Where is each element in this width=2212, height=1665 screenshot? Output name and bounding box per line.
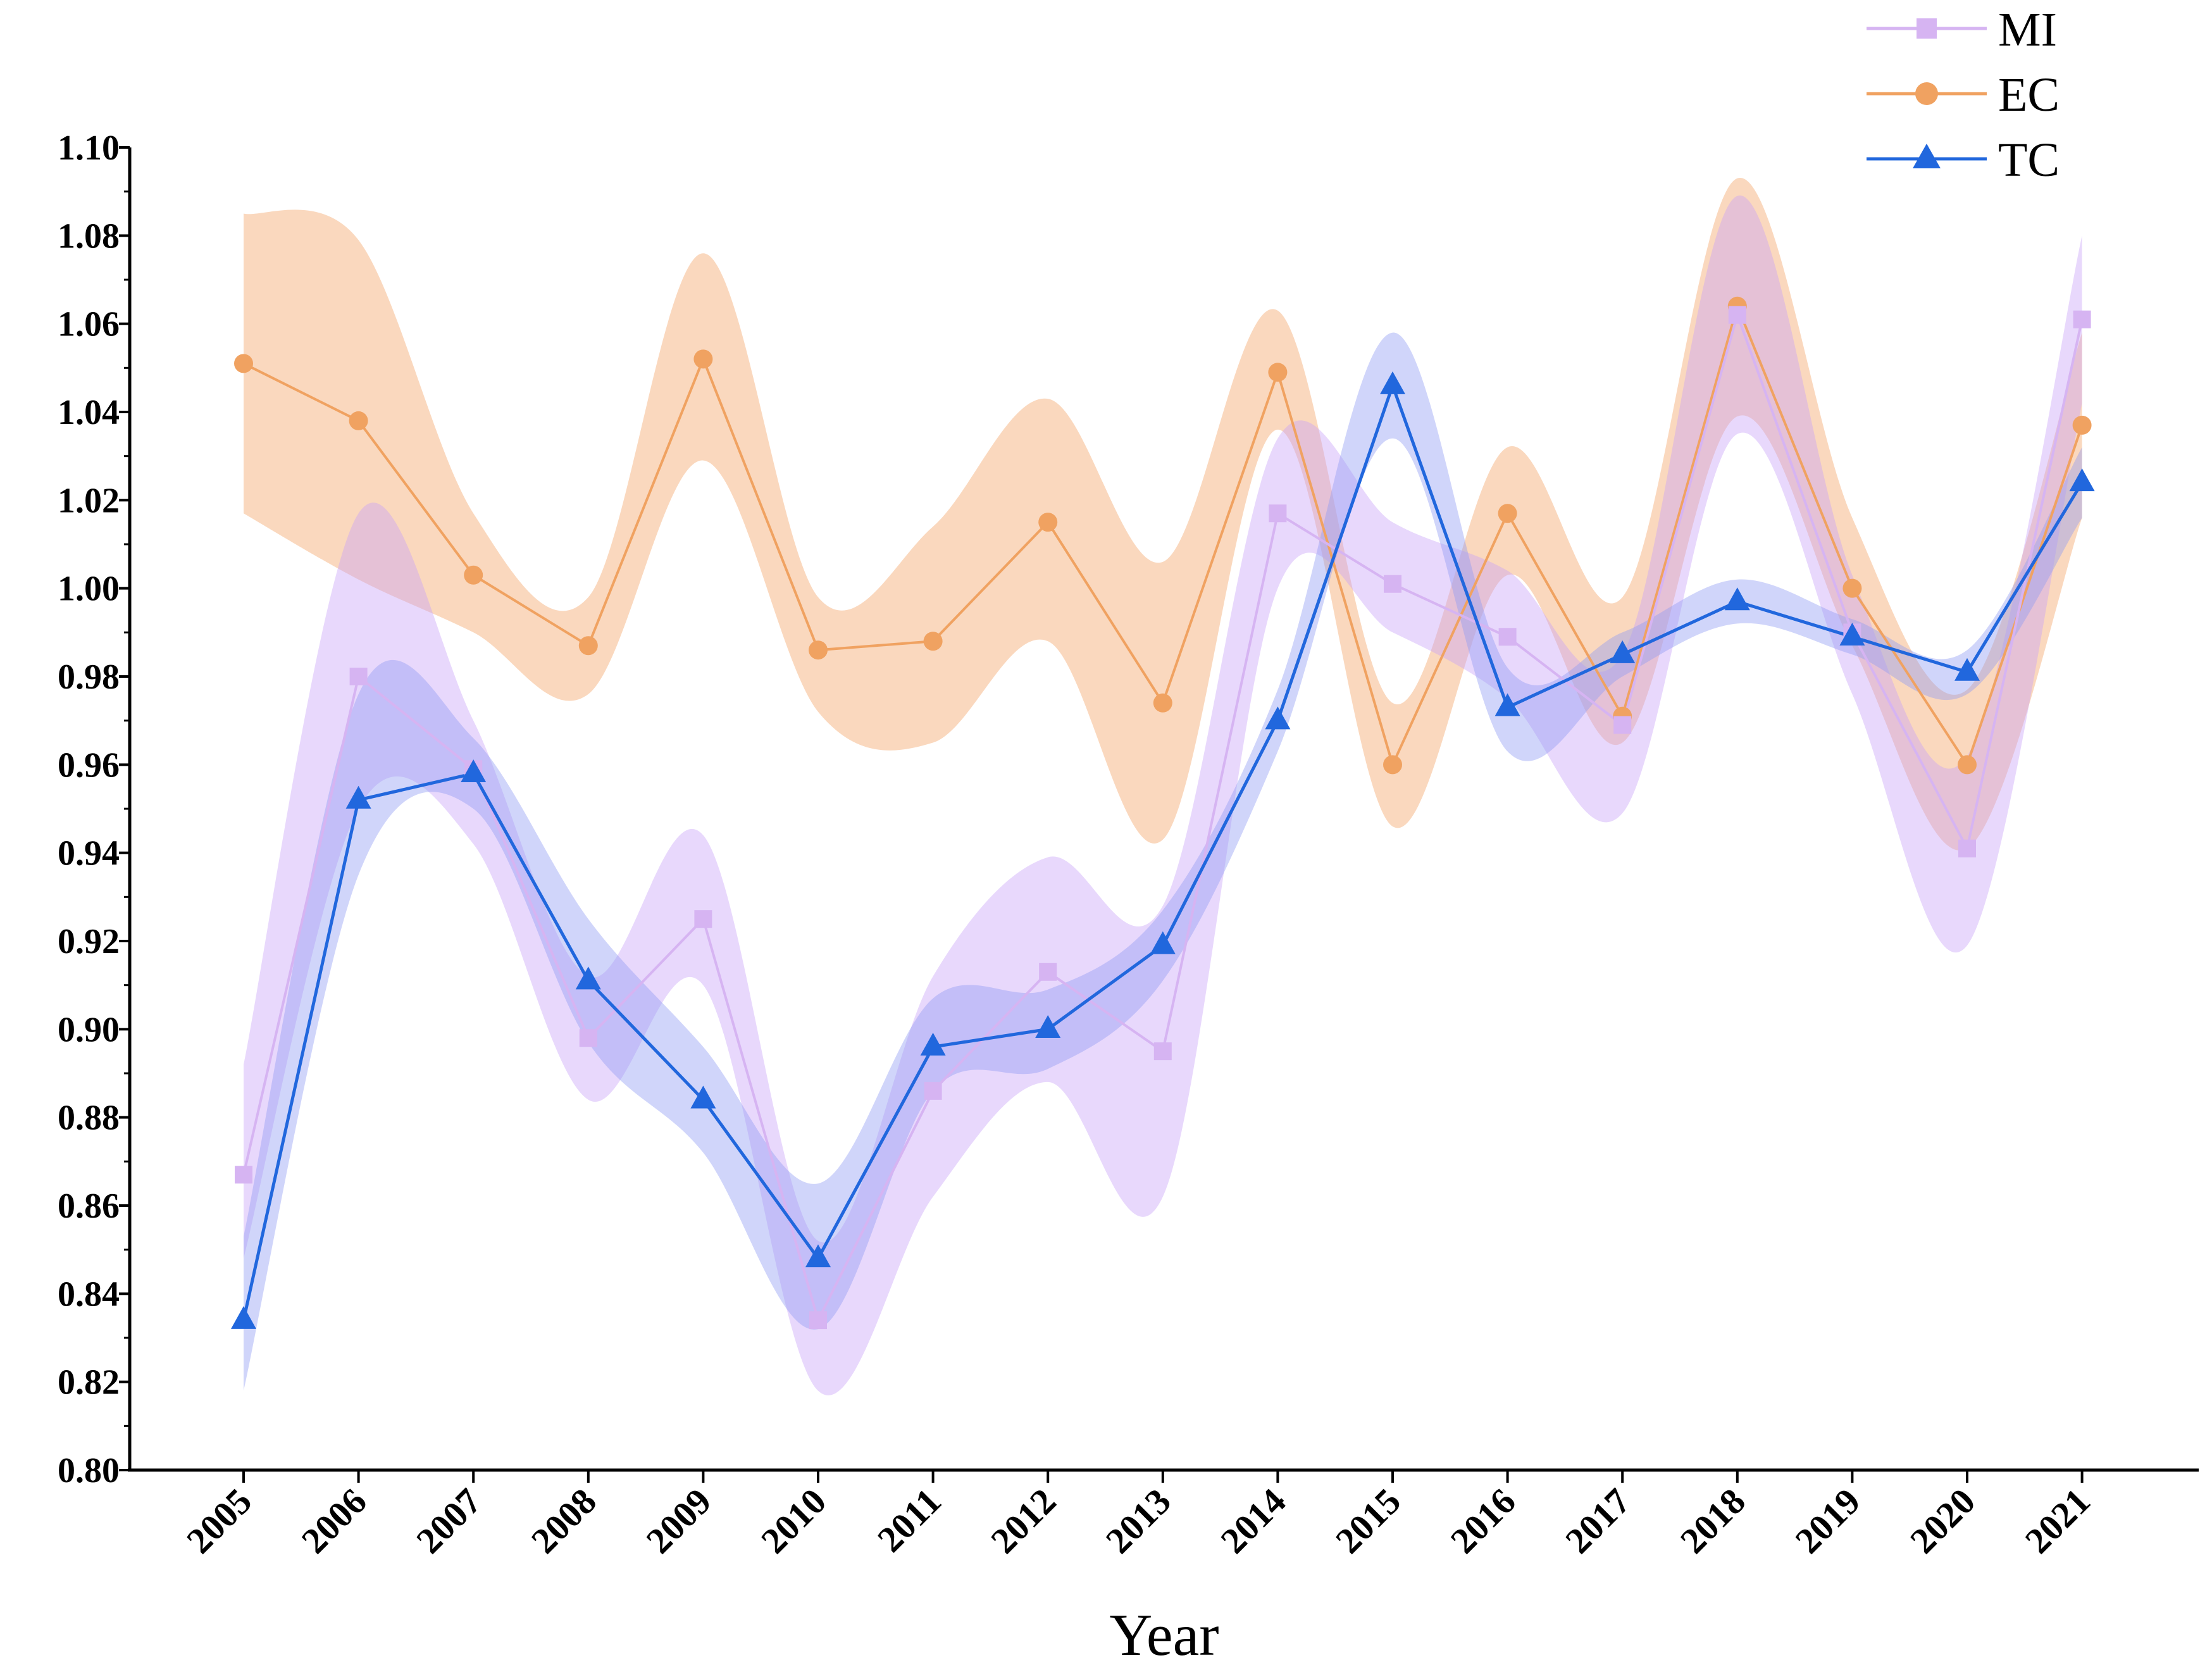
y-tick-label: 1.06 <box>58 305 120 344</box>
x-tick-label: 2018 <box>1672 1480 1753 1561</box>
y-ticks: 0.80 0.82 0.84 0.86 0.88 0.90 0.92 0.94 0.96 0.98… <box>58 128 130 1490</box>
point-mi-2005 <box>235 1166 252 1184</box>
y-tick-label: 1.00 <box>58 570 120 609</box>
point-ec-2020 <box>1958 755 1977 775</box>
point-ec-2008 <box>578 636 598 656</box>
point-tc-2012 <box>1035 1015 1061 1038</box>
point-ec-2007 <box>464 565 483 585</box>
point-ec-2015 <box>1383 755 1402 775</box>
point-mi-2010 <box>809 1311 827 1330</box>
point-ec-2019 <box>1842 578 1862 598</box>
x-tick-label: 2014 <box>1213 1480 1294 1561</box>
x-tick-label: 2008 <box>523 1480 604 1561</box>
legend-item-tc: TC <box>1867 134 2060 187</box>
y-tick-label: 0.80 <box>58 1451 120 1490</box>
y-tick-label: 0.94 <box>58 834 120 873</box>
legend-item-ec: EC <box>1867 68 2060 122</box>
x-tick-label: 2009 <box>638 1480 719 1561</box>
y-tick-label: 0.96 <box>58 745 120 785</box>
x-tick-label: 2016 <box>1443 1480 1524 1561</box>
point-mi-2013 <box>1153 1042 1172 1061</box>
point-tc-2005 <box>231 1306 256 1329</box>
point-tc-2009 <box>690 1085 716 1109</box>
y-tick-label: 0.98 <box>58 658 120 697</box>
y-tick-label: 0.86 <box>58 1187 120 1226</box>
point-tc-2007 <box>461 759 487 782</box>
band-ec <box>244 178 2082 851</box>
point-tc-2019 <box>1839 622 1865 645</box>
legend-marker-tc <box>1913 144 1941 168</box>
x-tick-label: 2012 <box>983 1480 1064 1561</box>
point-ec-2010 <box>809 640 828 660</box>
x-tick-label: 2006 <box>294 1480 375 1561</box>
y-tick-label: 1.04 <box>58 393 120 432</box>
point-ec-2016 <box>1498 504 1517 523</box>
band-tc <box>244 332 2082 1391</box>
y-tick-label: 0.90 <box>58 1010 120 1049</box>
x-tick-label: 2020 <box>1902 1480 1983 1561</box>
point-mi-2021 <box>2073 310 2091 328</box>
legend-label-mi: MI <box>1998 3 2057 56</box>
point-tc-2006 <box>345 785 371 809</box>
point-tc-2017 <box>1610 640 1636 663</box>
band-mi <box>244 195 2082 1395</box>
legend: MI EC TC <box>1867 3 2060 187</box>
legend-label-tc: TC <box>1998 134 2060 187</box>
point-tc-2008 <box>575 966 601 990</box>
point-mi-2016 <box>1498 628 1517 646</box>
point-mi-2018 <box>1728 306 1746 324</box>
y-tick-label: 1.02 <box>58 481 120 520</box>
point-ec-2005 <box>234 354 253 373</box>
x-tick-label: 2005 <box>178 1480 259 1561</box>
point-ec-2009 <box>693 349 713 369</box>
point-tc-2021 <box>2069 468 2095 492</box>
point-ec-2021 <box>2072 415 2092 435</box>
legend-label-ec: EC <box>1998 68 2060 122</box>
point-tc-2020 <box>1954 658 1980 681</box>
point-ec-2014 <box>1268 363 1288 382</box>
point-tc-2014 <box>1265 706 1291 730</box>
point-tc-2010 <box>805 1244 831 1268</box>
x-tick-label: 2007 <box>408 1480 489 1561</box>
point-tc-2013 <box>1150 931 1176 954</box>
legend-marker-ec <box>1915 82 1938 105</box>
confidence-bands <box>244 178 2082 1395</box>
point-mi-2012 <box>1039 963 1057 981</box>
point-ec-2013 <box>1153 693 1172 713</box>
point-tc-2011 <box>920 1032 946 1056</box>
y-tick-label: 0.92 <box>58 922 120 961</box>
x-tick-label: 2013 <box>1098 1480 1179 1561</box>
y-tick-label: 0.88 <box>58 1099 120 1138</box>
legend-item-mi: MI <box>1867 3 2057 56</box>
point-tc-2016 <box>1494 693 1520 716</box>
point-tc-2015 <box>1380 371 1405 394</box>
x-tick-label: 2015 <box>1327 1480 1408 1561</box>
point-mi-2009 <box>694 910 712 928</box>
point-ec-2006 <box>349 411 368 430</box>
point-ec-2012 <box>1038 513 1058 532</box>
point-ec-2011 <box>923 632 943 651</box>
y-tick-label: 0.84 <box>58 1275 120 1314</box>
x-ticks: 2005 2006 2007 2008 2009 2010 2011 2012 2013 2014… <box>178 1470 2098 1561</box>
x-tick-label: 2017 <box>1557 1480 1638 1561</box>
legend-marker-mi <box>1917 18 1937 39</box>
x-tick-label: 2011 <box>869 1480 949 1560</box>
point-mi-2017 <box>1613 716 1632 734</box>
point-tc-2018 <box>1724 587 1750 611</box>
x-axis-label: Year <box>1109 1602 1219 1665</box>
y-tick-label: 0.82 <box>58 1363 120 1402</box>
y-tick-label: 1.10 <box>58 128 120 168</box>
point-mi-2006 <box>349 668 368 685</box>
point-mi-2008 <box>579 1029 597 1047</box>
point-mi-2011 <box>924 1082 942 1100</box>
series-markers <box>231 296 2095 1330</box>
y-tick-label: 1.08 <box>58 216 120 256</box>
x-tick-label: 2021 <box>2017 1480 2098 1561</box>
x-tick-label: 2010 <box>753 1480 834 1561</box>
point-mi-2014 <box>1269 504 1287 523</box>
point-mi-2020 <box>1958 839 1976 857</box>
x-tick-label: 2019 <box>1787 1480 1868 1561</box>
point-mi-2015 <box>1384 575 1401 593</box>
